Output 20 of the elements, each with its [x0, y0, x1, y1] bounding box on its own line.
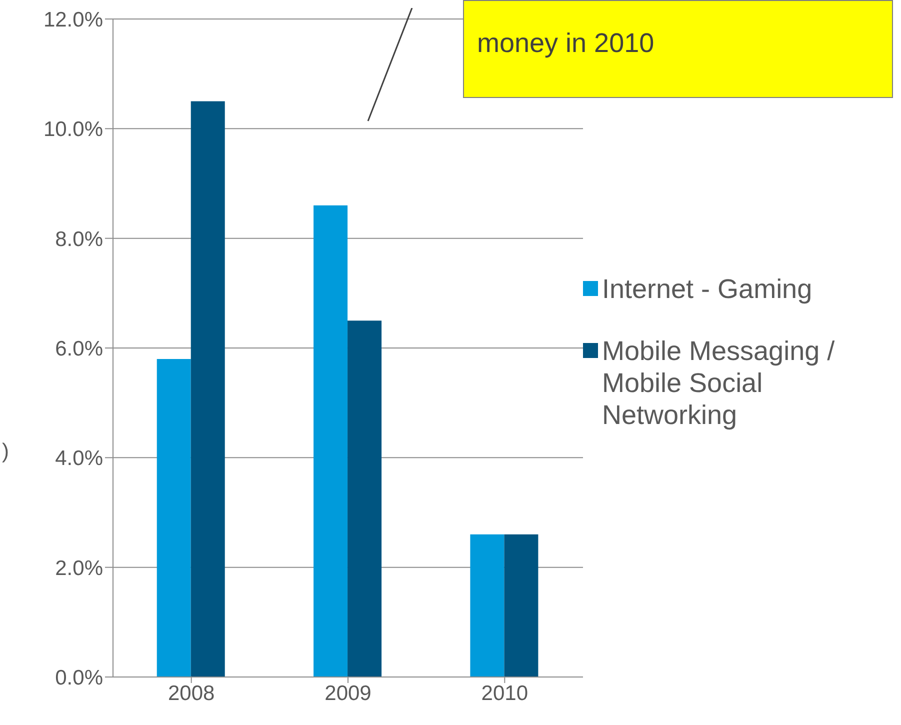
y-tick-label: 2.0%	[55, 556, 103, 580]
y-tick-label: 4.0%	[55, 447, 103, 470]
bar	[348, 320, 382, 677]
bar	[504, 534, 538, 677]
x-tick-label: 2008	[168, 682, 215, 705]
y-tick-label: 10.0%	[43, 118, 103, 142]
y-tick-label: 8.0%	[55, 228, 103, 251]
annotation: money in 2010	[477, 28, 654, 59]
y-tick-label: 6.0%	[55, 337, 103, 360]
legend-label: Mobile Messaging / Mobile Social Networking	[602, 334, 836, 430]
bar	[190, 101, 225, 677]
bar	[156, 358, 191, 677]
legend-label: Internet - Gaming	[602, 272, 812, 304]
bar	[470, 534, 504, 677]
bar	[314, 205, 348, 677]
y-tick-label: 12.0%	[43, 8, 103, 32]
x-tick-label: 2009	[324, 682, 372, 705]
x-tick-label: 2010	[481, 682, 528, 705]
y-axis-title: )	[2, 440, 9, 464]
y-tick-label: 0.0%	[55, 666, 103, 690]
